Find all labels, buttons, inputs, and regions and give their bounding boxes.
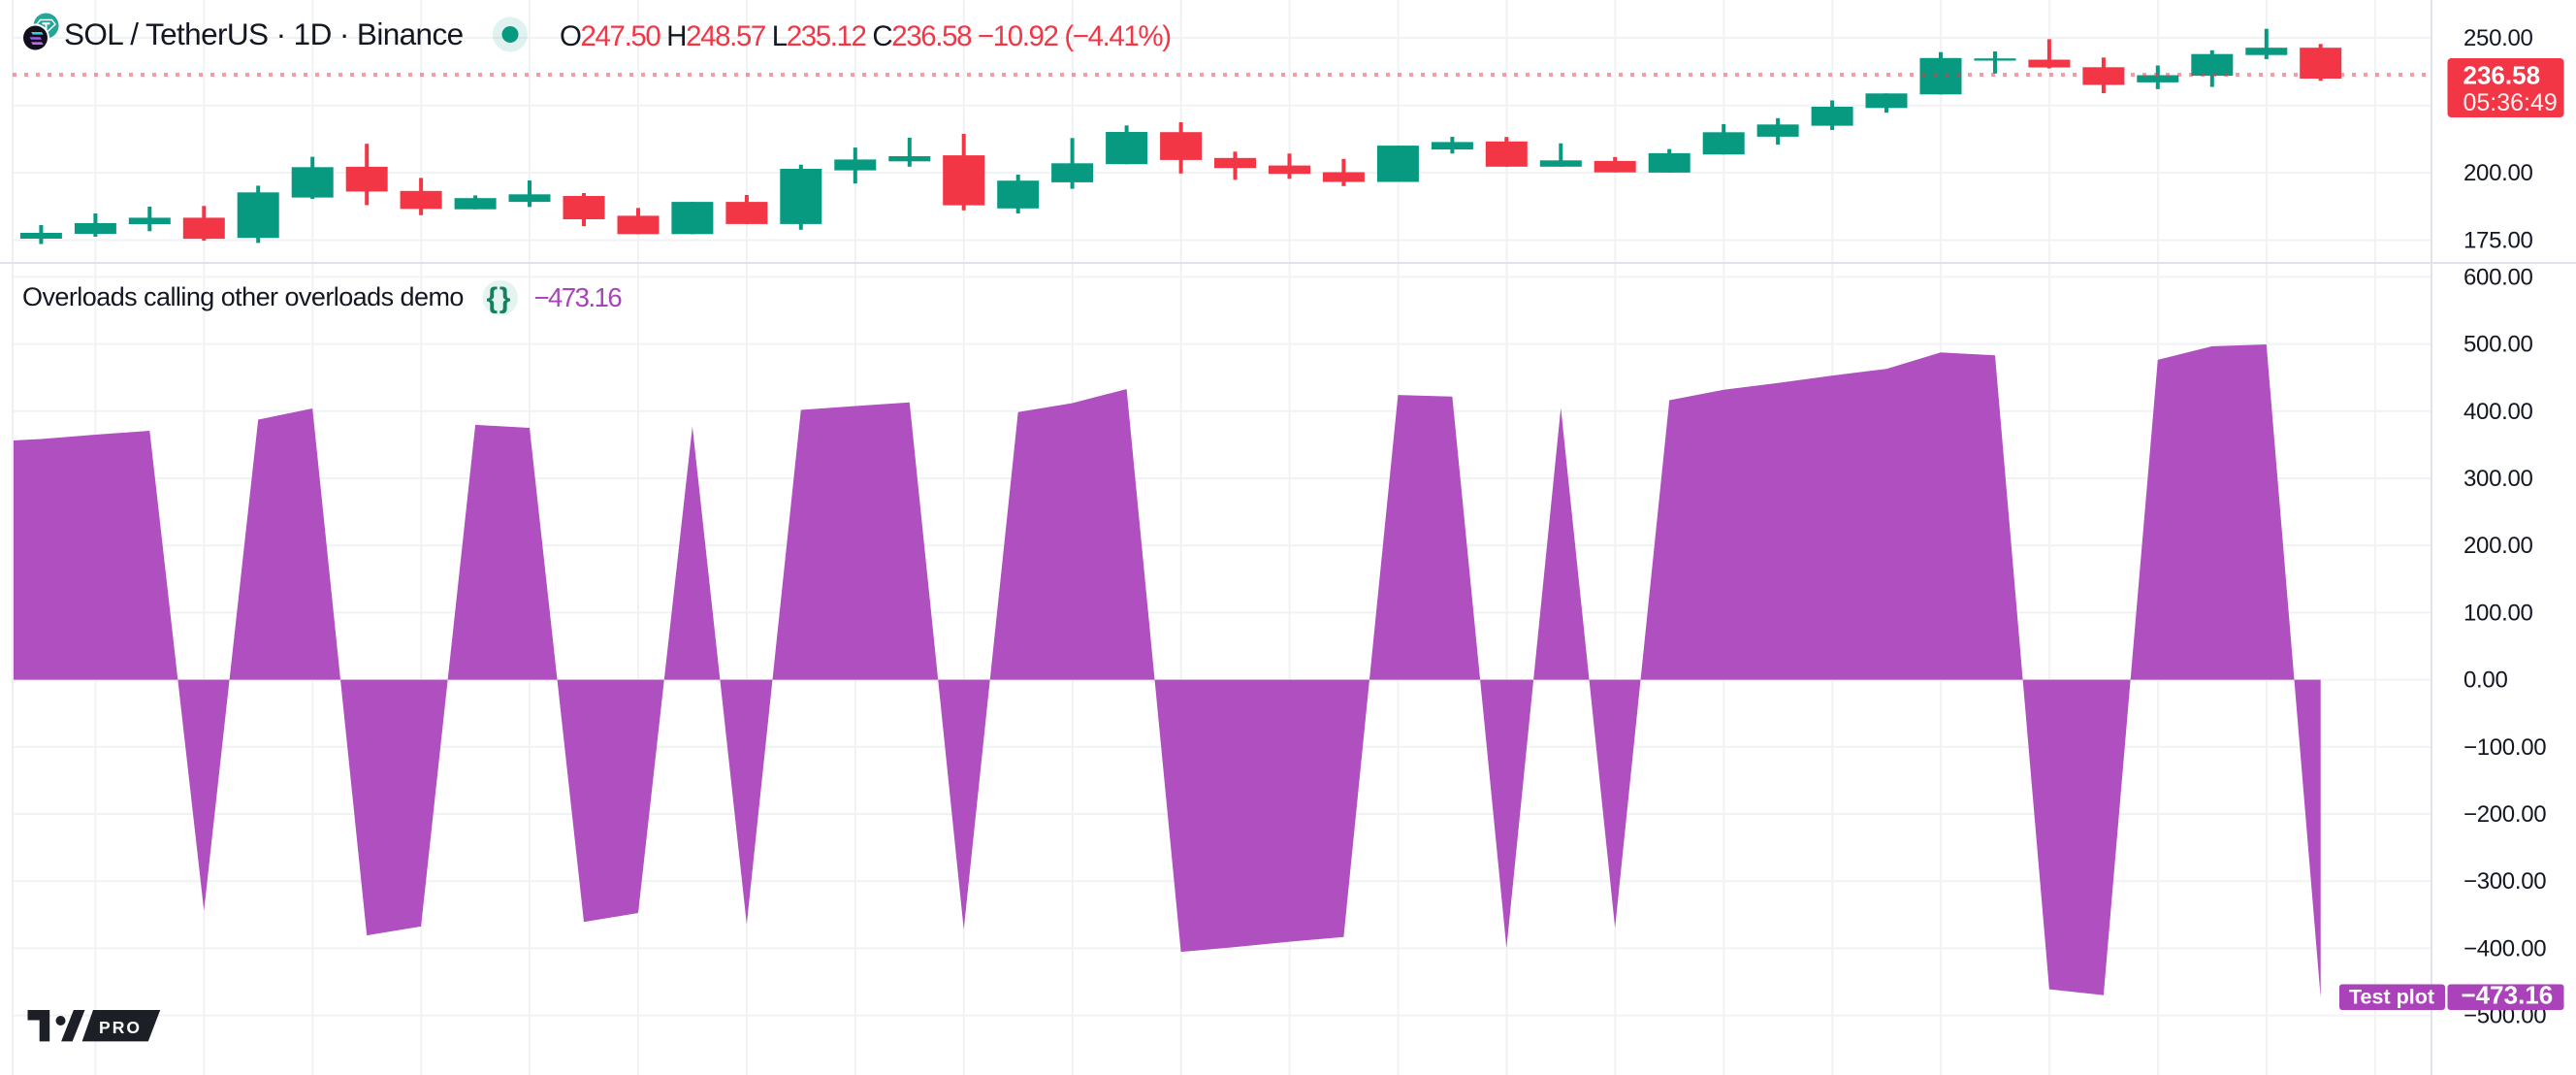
svg-text:500.00: 500.00 xyxy=(2463,332,2533,358)
svg-text:600.00: 600.00 xyxy=(2463,264,2533,290)
svg-text:{}: {} xyxy=(487,282,512,314)
svg-text:300.00: 300.00 xyxy=(2463,466,2533,492)
svg-text:−473.16: −473.16 xyxy=(534,282,623,312)
svg-text:SOL / TetherUS · 1D · Binance: SOL / TetherUS · 1D · Binance xyxy=(64,16,464,51)
svg-text:Overloads calling other overlo: Overloads calling other overloads demo xyxy=(22,282,464,311)
svg-text:200.00: 200.00 xyxy=(2463,533,2533,559)
svg-text:250.00: 250.00 xyxy=(2463,25,2533,51)
svg-text:Test plot: Test plot xyxy=(2349,986,2434,1009)
svg-text:200.00: 200.00 xyxy=(2463,160,2533,186)
svg-text:−200.00: −200.00 xyxy=(2463,801,2546,828)
svg-text:236.58: 236.58 xyxy=(2463,61,2541,90)
svg-text:O247.50 H248.57 L235.12 C236.5: O247.50 H248.57 L235.12 C236.58 −10.92 (… xyxy=(560,20,1171,52)
svg-text:05:36:49: 05:36:49 xyxy=(2463,89,2558,116)
svg-text:400.00: 400.00 xyxy=(2463,399,2533,425)
svg-text:−300.00: −300.00 xyxy=(2463,868,2546,895)
svg-text:100.00: 100.00 xyxy=(2463,600,2533,626)
svg-text:PRO: PRO xyxy=(99,1018,142,1037)
svg-text:−473.16: −473.16 xyxy=(2462,981,2554,1010)
svg-text:0.00: 0.00 xyxy=(2463,668,2508,694)
svg-text:−100.00: −100.00 xyxy=(2463,734,2546,761)
svg-text:−400.00: −400.00 xyxy=(2463,935,2546,961)
svg-text:175.00: 175.00 xyxy=(2463,228,2533,254)
